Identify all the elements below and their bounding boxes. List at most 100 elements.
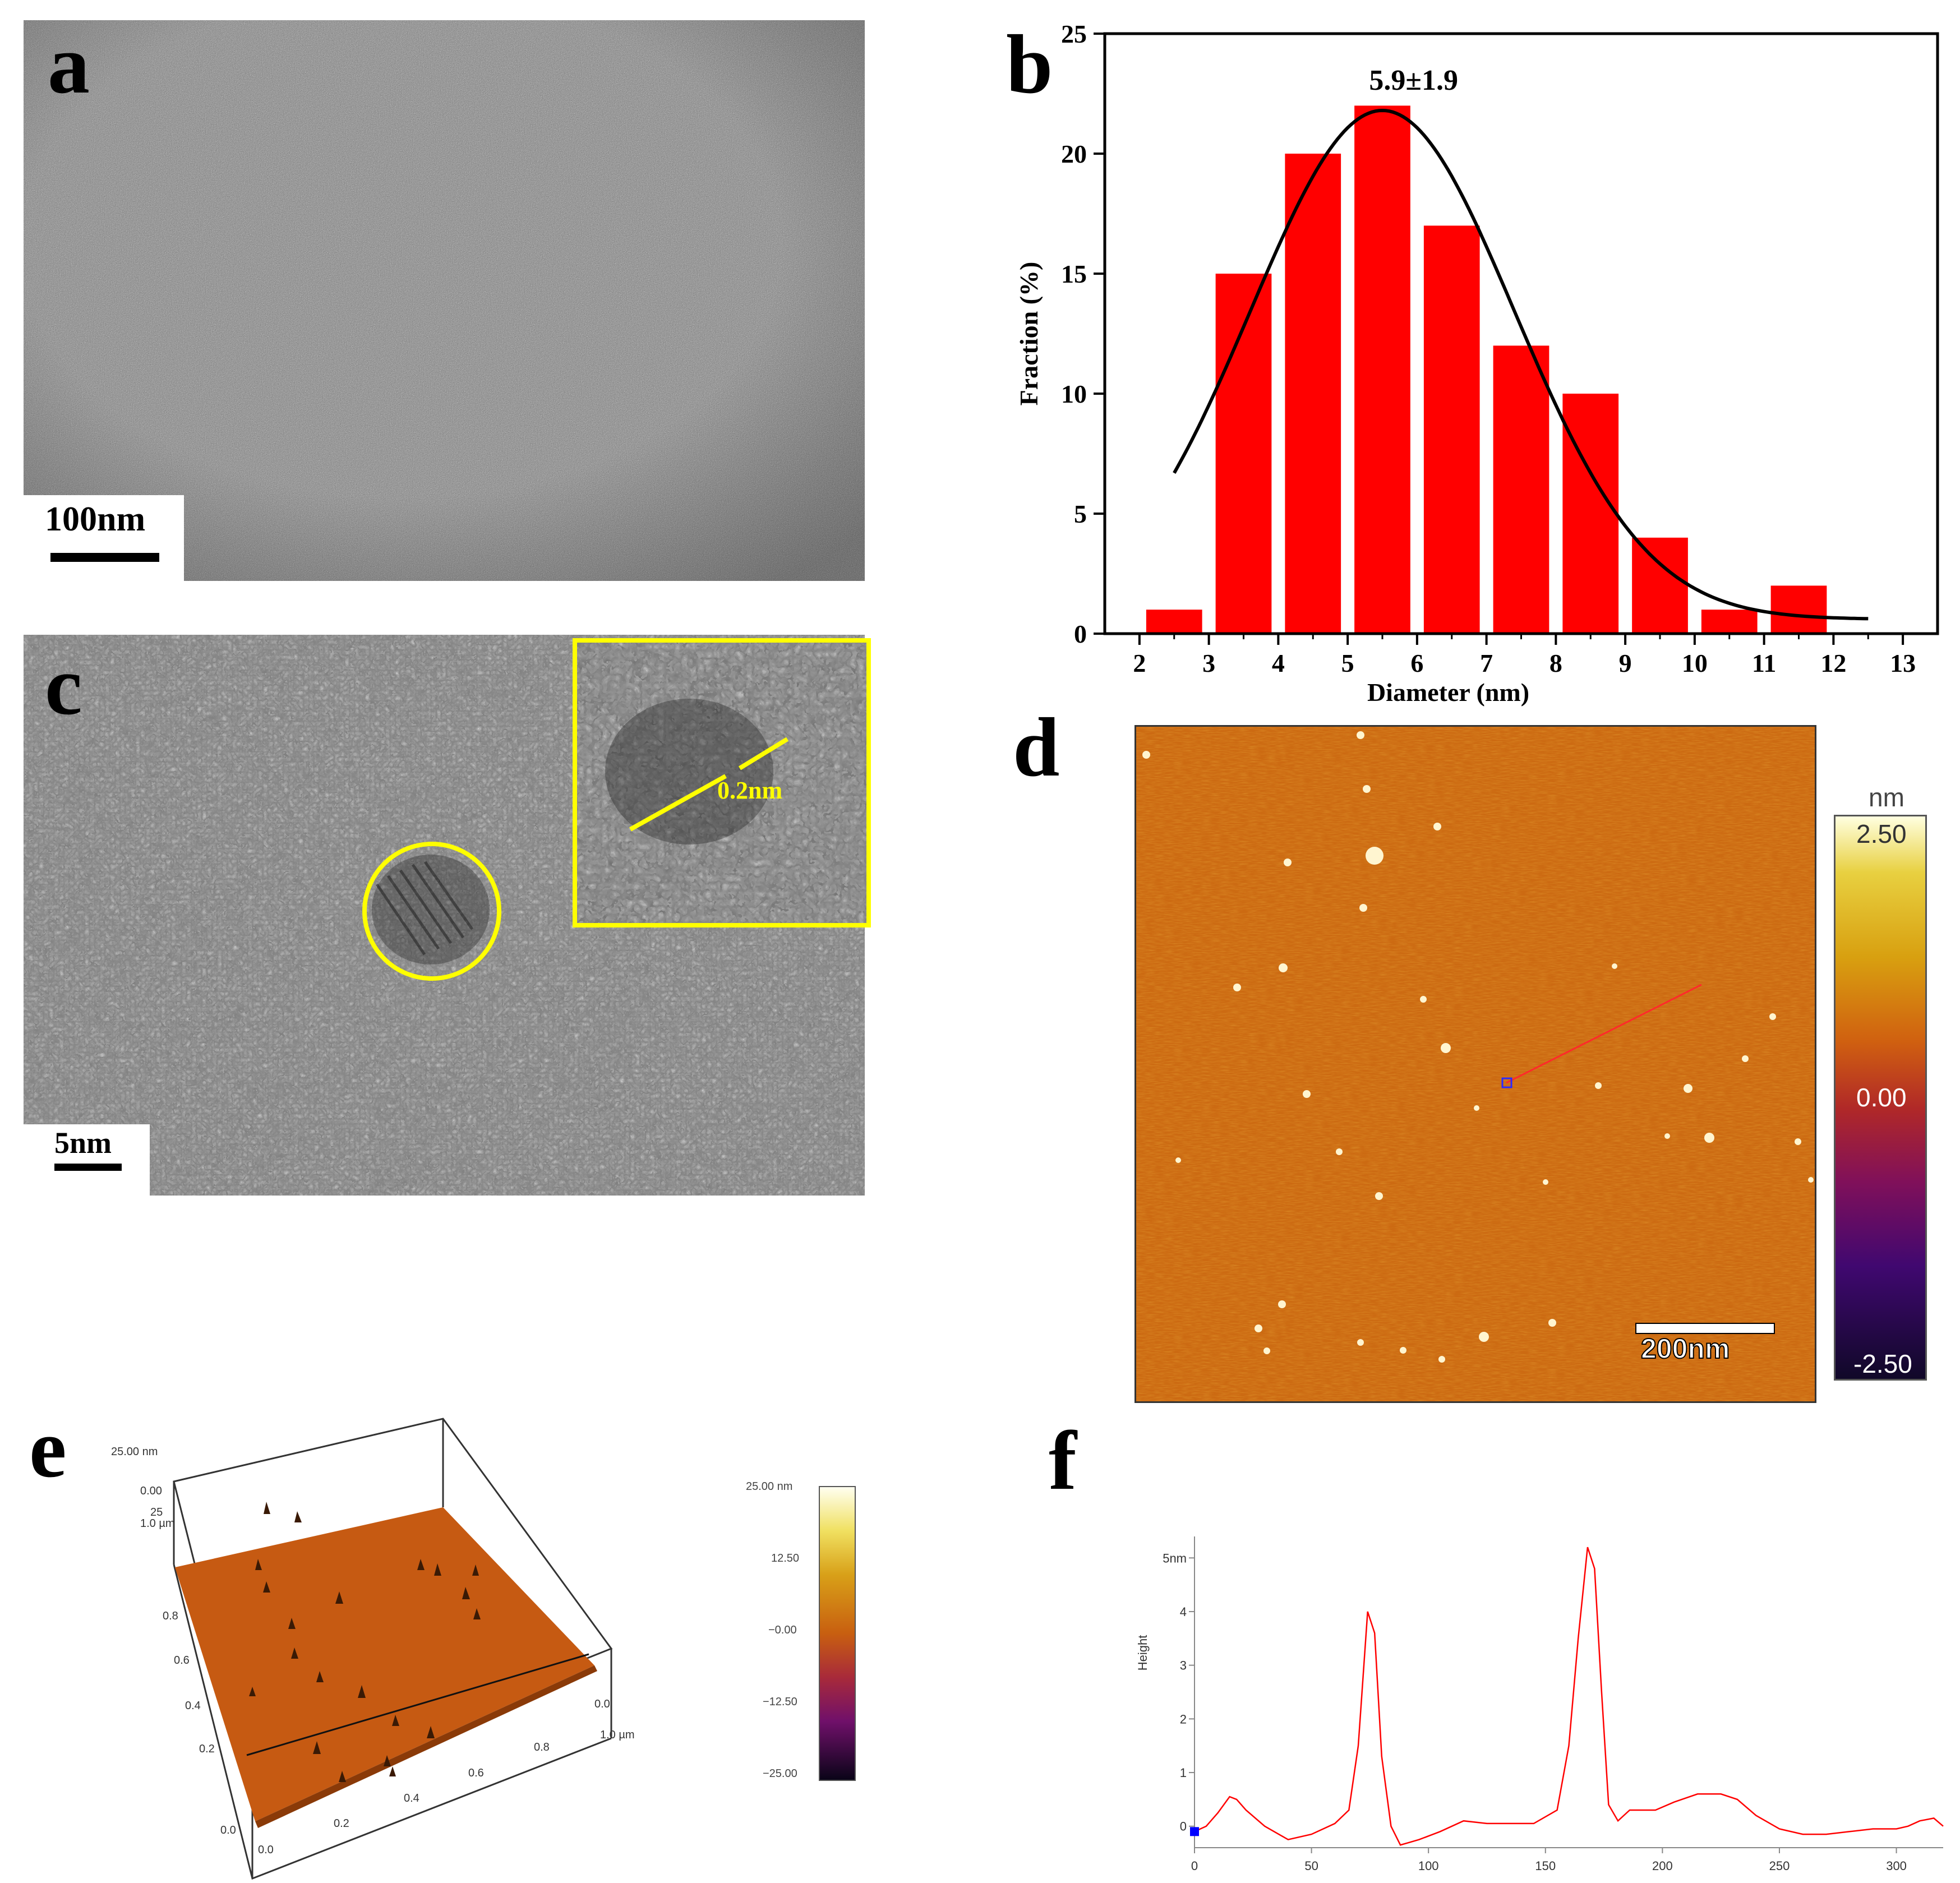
lattice-measure-line-2 — [738, 737, 789, 770]
x-tick-label: 6 — [1410, 649, 1423, 677]
y-tick-label: 0 — [1074, 620, 1087, 648]
panel-label-d: d — [1013, 701, 1060, 794]
x-tick-label: 50 — [1304, 1859, 1318, 1873]
y-tick-0.8: 0.8 — [163, 1610, 178, 1622]
inset-image-c: 0.2nm — [573, 638, 871, 927]
histogram-bar — [1215, 274, 1272, 634]
afm-particles — [1142, 731, 1814, 1363]
scalebar-box-c: 5nm — [24, 1124, 150, 1196]
y-tick-0.4: 0.4 — [185, 1700, 201, 1712]
highlight-circle — [362, 842, 501, 981]
y-tick-label: 10 — [1061, 380, 1087, 408]
afm-3d-surface — [175, 1507, 594, 1821]
colorbar-tick-max-d: 2.50 — [1856, 819, 1907, 848]
z-max-label: 25 — [150, 1506, 163, 1519]
x-tick-label: 10 — [1682, 649, 1708, 677]
colorbar-e — [819, 1486, 856, 1781]
y-tick-label: 15 — [1061, 260, 1087, 288]
colorbar-e-tick-2: −0.00 — [768, 1624, 797, 1636]
panel-f: f 0 1 2 3 4 5nm 0 50 100 150 200 250 300 nm Height — [993, 1413, 1957, 1883]
panel-label-f: f — [1049, 1414, 1077, 1507]
height-profile-chart: 0 1 2 3 4 5nm 0 50 100 150 200 250 300 nm Height — [1136, 1536, 1944, 1883]
lattice-spacing-label: 0.2nm — [717, 777, 783, 804]
y-tick-label: 3 — [1180, 1659, 1187, 1673]
panel-label-b: b — [1006, 18, 1053, 111]
tem-texture-a — [24, 20, 865, 581]
afm-3d-plot: 25.00 nm 0.00 25 1.0 µm 0.8 0.6 0.4 0.2 … — [111, 1418, 635, 1880]
inset-texture-c — [577, 643, 866, 923]
y-axis-label: Fraction (%) — [1014, 262, 1043, 406]
panel-label-e: e — [29, 1402, 67, 1495]
histogram-bar — [1562, 394, 1619, 634]
y-max-label: 1.0 µm — [140, 1517, 175, 1530]
y-tick-label: 4 — [1180, 1605, 1187, 1619]
colorbar-tick-min-d: -2.50 — [1853, 1349, 1912, 1378]
fit-annotation: 5.9±1.9 — [1369, 64, 1458, 96]
z-top-label: 25.00 nm — [111, 1446, 158, 1458]
x-tick-0.4: 0.4 — [404, 1792, 419, 1804]
lattice-fringes — [375, 861, 474, 956]
scalebar-label-d: 200nm — [1640, 1332, 1730, 1365]
scalebar-line-a — [50, 553, 159, 562]
histogram-bar — [1285, 154, 1341, 634]
y-tick-label: 5nm — [1163, 1551, 1187, 1565]
scalebar-line-c — [54, 1164, 122, 1171]
panel-e: e 25.00 nm 0.00 25 1.0 µm — [0, 1402, 965, 1883]
x-max-label: 1.0 µm — [600, 1729, 635, 1741]
x-tick-label: 11 — [1752, 649, 1776, 677]
histogram-bar — [1493, 345, 1549, 634]
x-tick-0.6: 0.6 — [468, 1767, 484, 1779]
panel-c: 0.2nm c 5nm — [0, 617, 875, 1206]
colorbar-e-tick-1: 12.50 — [771, 1552, 800, 1564]
histogram-bar — [1146, 610, 1202, 634]
histogram-bar — [1632, 537, 1688, 634]
panel-label-a: a — [48, 18, 90, 111]
panel-b: b 0 5 10 15 20 25 2 3 4 5 6 7 8 9 10 11 12 13 Diameter (nm… — [993, 0, 1957, 723]
lattice-measure-line-1 — [629, 774, 727, 832]
afm-texture — [1136, 727, 1815, 1401]
x-tick-label: 7 — [1480, 649, 1493, 677]
panel-d: d 200nm nm 2. — [993, 695, 1957, 1413]
colorbar-e-tick-3: −12.50 — [763, 1696, 797, 1708]
x-tick-label: 9 — [1619, 649, 1632, 677]
panel-a: a 100nm — [0, 0, 875, 589]
gaussian-fit-curve — [1173, 108, 1869, 621]
x-tick-0.8: 0.8 — [534, 1741, 550, 1753]
afm-3d-peaks — [249, 1502, 481, 1782]
depth-tick-label: 0.0 — [594, 1698, 610, 1710]
scalebar-line-d — [1635, 1323, 1775, 1334]
scalebar-label-a: 100nm — [45, 500, 146, 538]
y-tick-label: 5 — [1074, 500, 1087, 528]
histogram-bar — [1701, 610, 1758, 634]
z-zero-label: 0.00 — [140, 1485, 162, 1497]
colorbar-e-tick-4: −25.00 — [763, 1767, 797, 1780]
y-tick-label: 2 — [1180, 1712, 1187, 1726]
profile-series-line — [1194, 1547, 1944, 1846]
y-tick-label: 20 — [1061, 140, 1087, 168]
x-tick-label: 150 — [1535, 1859, 1556, 1873]
y-tick-label: 25 — [1061, 20, 1087, 48]
x-tick-0.0: 0.0 — [258, 1844, 274, 1856]
scalebar-label-c: 5nm — [54, 1126, 112, 1160]
histogram-bar — [1770, 585, 1827, 634]
profile-start-marker — [1190, 1827, 1199, 1836]
histogram-bar — [1354, 105, 1410, 634]
x-tick-label: 12 — [1820, 649, 1846, 677]
y-tick-0.0: 0.0 — [220, 1824, 236, 1836]
histogram-chart: 0 5 10 15 20 25 2 3 4 5 6 7 8 9 10 11 12 13 Diameter (nm) F… — [1014, 20, 1939, 707]
y-tick-label: 0 — [1180, 1820, 1187, 1834]
y-tick-0.2: 0.2 — [199, 1743, 215, 1755]
y-axis-label: Height — [1136, 1635, 1150, 1671]
x-tick-label: 2 — [1133, 649, 1146, 677]
scalebar-box-a: 100nm — [24, 495, 184, 581]
colorbar-unit-d: nm — [1869, 783, 1904, 812]
profile-marker — [1501, 1077, 1512, 1088]
x-tick-label: 13 — [1890, 649, 1916, 677]
profile-line — [1506, 984, 1702, 1084]
x-tick-label: 100 — [1418, 1859, 1439, 1873]
colorbar-e-tick-0: 25.00 nm — [746, 1480, 793, 1493]
x-tick-label: 3 — [1202, 649, 1215, 677]
panel-label-c: c — [45, 639, 82, 732]
colorbar-d — [1834, 815, 1927, 1381]
x-tick-label: 300 — [1886, 1859, 1907, 1873]
